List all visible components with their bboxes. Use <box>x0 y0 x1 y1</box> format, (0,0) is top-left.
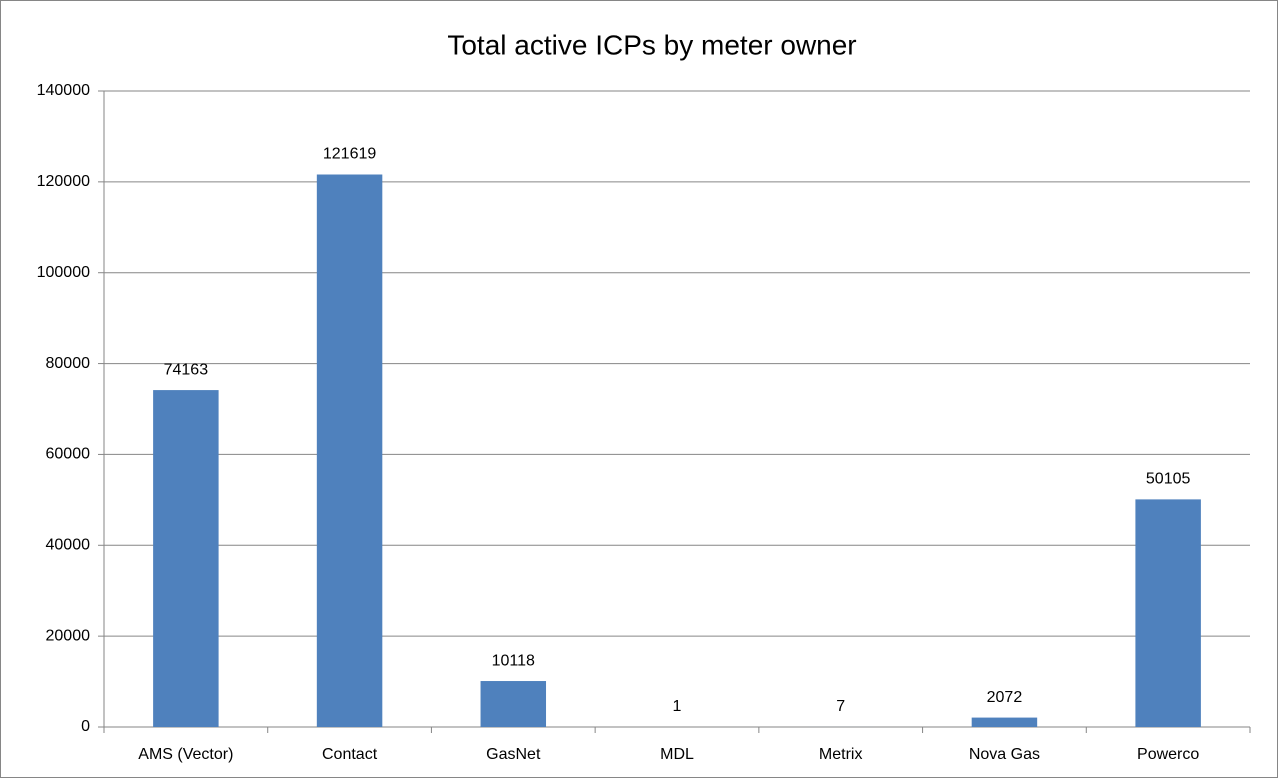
bar <box>971 717 1038 727</box>
x-tick-label: Powerco <box>1137 746 1199 763</box>
y-tick-label: 60000 <box>46 446 91 463</box>
y-tick-label: 100000 <box>37 264 90 281</box>
x-tick-label: Contact <box>322 746 378 763</box>
x-tick-label: AMS (Vector) <box>138 746 233 763</box>
data-label: 1 <box>673 698 682 715</box>
data-label: 2072 <box>987 689 1023 706</box>
x-tick-label: Nova Gas <box>969 746 1040 763</box>
x-tick-label: Metrix <box>819 746 863 763</box>
data-label: 121619 <box>323 146 376 163</box>
y-tick-label: 40000 <box>46 537 91 554</box>
bar <box>1135 499 1201 727</box>
y-tick-label: 0 <box>81 718 90 735</box>
bar <box>480 681 547 727</box>
y-tick-label: 80000 <box>46 355 91 372</box>
data-label: 7 <box>836 698 845 715</box>
y-tick-label: 140000 <box>37 82 90 99</box>
bar <box>153 390 219 727</box>
x-tick-label: GasNet <box>486 746 541 763</box>
data-label: 50105 <box>1146 471 1191 488</box>
y-tick-label: 20000 <box>46 627 91 644</box>
bar <box>316 174 383 727</box>
data-label: 10118 <box>492 652 535 669</box>
data-label: 74163 <box>164 361 209 378</box>
y-tick-label: 120000 <box>37 173 90 190</box>
x-tick-label: MDL <box>660 746 694 763</box>
chart-title: Total active ICPs by meter owner <box>447 29 856 60</box>
